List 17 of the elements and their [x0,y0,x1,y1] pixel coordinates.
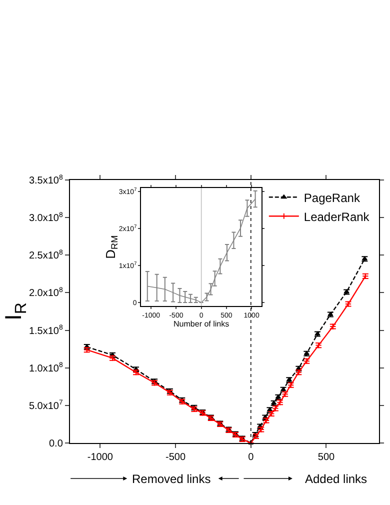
legend-label: LeaderRank [304,210,370,224]
x-tick-label: -500 [166,452,186,464]
x-tick-label: 500 [318,452,336,464]
y-tick-label: 3.5x10$^{8}$ [28,174,63,186]
y-tick-label: 1.5x10$^{8}$ [28,324,63,337]
x-tick-label: -1000 [87,452,114,464]
y-tick-label: 2.5x10$^{8}$ [28,249,63,262]
y-tick-label: 5.0x10$^{7}$ [28,400,63,412]
text: Removed links [132,472,211,486]
text: Added links [305,472,368,486]
y-tick-label: 1.0x10$^{8}$ [28,362,63,374]
y-tick-label: 2.0x10$^{8}$ [28,287,63,300]
x-tick-label: 0 [248,452,254,464]
x-axis-title: Number of links [174,320,230,329]
legend-label: PageRank [304,190,361,205]
y-tick-label: 0.0 [48,438,64,450]
y-tick-label: 3.0x10$^{8}$ [28,212,63,224]
